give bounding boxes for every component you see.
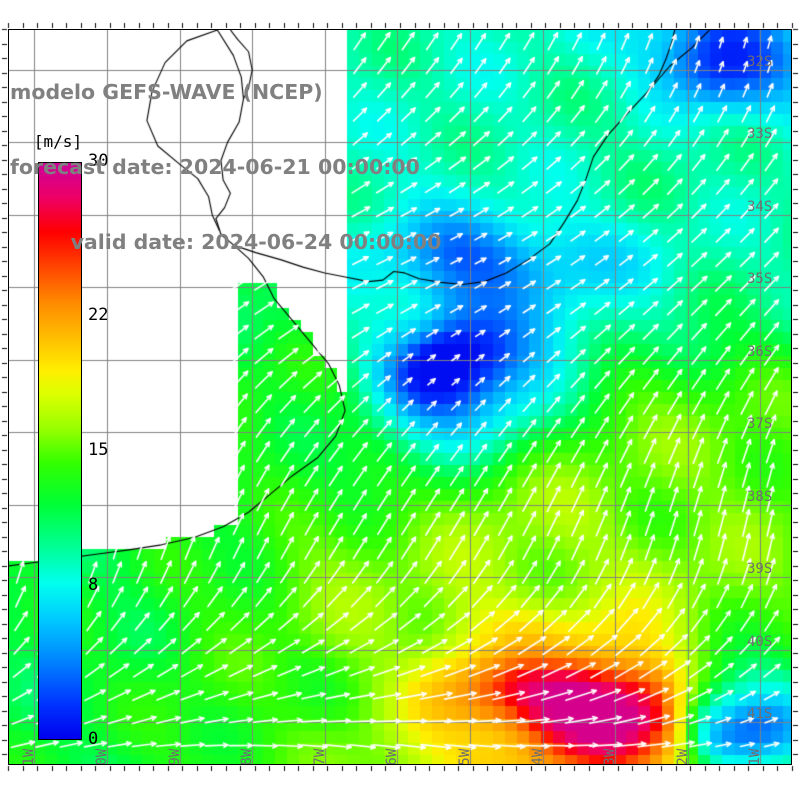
lat-tick-label: 32S [747,53,773,70]
lat-tick-label: 41S [747,706,773,723]
lon-tick-label: 57W [311,748,328,765]
lon-tick-label: 61W [21,748,38,765]
colorbar-gradient [39,163,81,739]
title-forecast-date: forecast date: 2024-06-21 00:00:00 [10,155,420,179]
colorbar-gradient-box[interactable] [38,162,82,740]
colorbar-tick-label: 22 [88,305,109,326]
wind-direction-arrows [9,30,791,764]
lon-tick-label: 54W [529,748,546,765]
map-plot-area[interactable]: 32S 33S 34S 35S 36S 37S 38S 39S 40S 41S 61W 60W 59W 5… [8,29,792,765]
lat-tick-label: 36S [747,343,773,360]
lat-tick-label: 35S [747,271,773,288]
colorbar-tick-label: 15 [88,440,109,460]
lon-tick-label: 60W [94,748,110,765]
chart-title-block: modelo GEFS-WAVE (NCEP) forecast date: 2… [10,30,502,305]
lon-tick-label: 55W [456,748,473,765]
colorbar-units-label: [m/s] [33,132,83,151]
lat-tick-label: 34S [747,198,773,215]
colorbar-tick-label: 8 [88,574,99,595]
title-valid-date: valid date: 2024-06-24 00:00:00 [70,230,442,254]
lat-tick-label: 39S [747,561,773,578]
lat-tick-label: 37S [747,416,773,433]
lon-tick-label: 56W [384,748,401,765]
lon-tick-label: 58W [239,748,256,765]
title-model: modelo GEFS-WAVE (NCEP) [10,80,323,104]
lon-tick-label: 53W [602,748,619,765]
lon-tick-label: 51W [747,748,764,765]
lat-tick-label: 38S [747,488,773,505]
lon-tick-label: 59W [166,748,183,765]
lat-tick-label: 33S [747,126,773,143]
lat-tick-label: 40S [747,633,773,650]
colorbar-tick-label: 30 [88,151,109,171]
lon-tick-label: 52W [674,748,691,765]
colorbar-tick-label: 0 [88,729,99,749]
